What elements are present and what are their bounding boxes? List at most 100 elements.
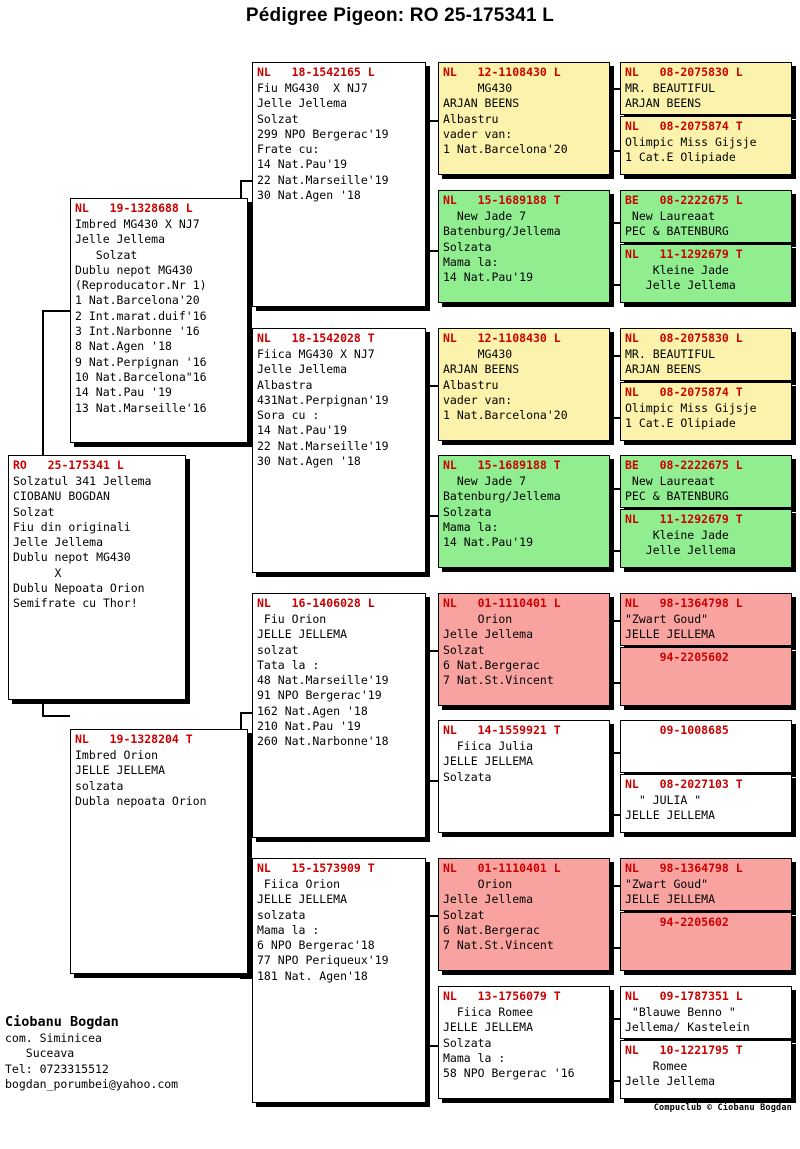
card-line: JELLE JELLEMA	[443, 754, 534, 769]
card-lines: Olimpic Miss Gijsje 1 Cat.E Olipiade	[621, 135, 791, 166]
card-lines: New Laureaat PEC & BATENBURG	[621, 474, 791, 505]
card-gen4-9[interactable]: NL 98-1364798 L "Zwart Goud" JELLE JELLEM…	[620, 593, 792, 646]
card-line: Fiica MG430 X NJ7	[257, 347, 375, 361]
card-line: New Laureaat	[625, 209, 716, 223]
card-lines: New Laureaat PEC & BATENBURG	[621, 209, 791, 240]
card-ring: NL 98-1364798 L	[625, 861, 743, 875]
card-line: Batenburg/Jellema	[443, 224, 561, 239]
card-lines: "Blauwe Benno " Jellema/ Kastelein	[621, 1005, 791, 1036]
card-line: 431Nat.Perpignan'19	[257, 392, 389, 407]
card-gen1-dam[interactable]: NL 19-1328204 T Imbred Orion JELLE JELLEM…	[70, 729, 248, 974]
connector-gen2a-top	[428, 120, 438, 122]
card-gen2-1[interactable]: NL 18-1542165 L Fiu MG430 X NJ7 Jelle Jel…	[252, 62, 426, 307]
card-gen4-15[interactable]: NL 09-1787351 L "Blauwe Benno " Jellema/ …	[620, 986, 792, 1039]
card-line: Solzat	[257, 111, 299, 126]
card-line: 6 Nat.Bergerac	[443, 657, 540, 672]
card-line: solzat	[257, 642, 299, 657]
card-gen4-11[interactable]: 09-1008685	[620, 720, 792, 773]
card-line: Jelle Jellema	[257, 362, 348, 377]
card-line: Solzat	[13, 504, 55, 519]
card-line: Albastra	[257, 377, 313, 392]
card-gen4-13[interactable]: NL 98-1364798 L "Zwart Goud" JELLE JELLEM…	[620, 858, 792, 911]
connector-gen3-6-bottom	[612, 814, 620, 816]
card-line: 6 NPO Bergerac'18	[257, 938, 375, 953]
card-gen3-7[interactable]: NL 01-1110401 L Orion Jelle Jellema Solzat…	[438, 858, 610, 971]
card-line: Albastru	[443, 377, 499, 392]
card-line: PEC & BATENBURG	[625, 489, 729, 504]
card-line: 1 Nat.Barcelona'20	[443, 408, 568, 423]
card-subject[interactable]: RO 25-175341 L Solzatul 341 Jellema CIOBA…	[8, 455, 186, 700]
card-gen4-5[interactable]: NL 08-2075830 L MR. BEAUTIFUL ARJAN BEENS	[620, 328, 792, 381]
card-gen3-1[interactable]: NL 12-1108430 L MG430 ARJAN BEENS Albastru…	[438, 62, 610, 175]
card-line: Batenburg/Jellema	[443, 489, 561, 504]
card-line: 14 Nat.Pau '19	[75, 385, 172, 400]
connector-gen2b-to-gen3	[428, 385, 430, 515]
card-line: Fiica Romee	[443, 1005, 534, 1019]
card-gen4-2[interactable]: NL 08-2075874 T Olimpic Miss Gijsje 1 Cat…	[620, 116, 792, 175]
card-line: JELLE JELLEMA	[75, 763, 166, 778]
card-line: vader van:	[443, 392, 513, 407]
card-line: Jelle Jellema	[625, 1074, 716, 1089]
card-gen2-2[interactable]: NL 18-1542028 T Fiica MG430 X NJ7 Jelle J…	[252, 328, 426, 573]
card-line: Solzatul 341 Jellema	[13, 474, 152, 488]
card-ring: 09-1008685	[625, 723, 729, 737]
card-gen4-8[interactable]: NL 11-1292679 T Kleine Jade Jelle Jellem…	[620, 509, 792, 568]
card-line: Olimpic Miss Gijsje	[625, 135, 757, 149]
card-line: Solzata	[443, 769, 492, 784]
card-line: Fiu din originali	[13, 519, 131, 534]
card-ring: NL 08-2075830 L	[625, 65, 743, 79]
card-ring: NL 19-1328204 T	[75, 732, 193, 746]
card-ring: NL 08-2075874 T	[625, 385, 743, 399]
card-ring: NL 01-1110401 L	[443, 861, 561, 875]
card-gen3-4[interactable]: NL 15-1689188 T New Jade 7 Batenburg/Jell…	[438, 455, 610, 568]
card-ring: NL 08-2027103 T	[625, 777, 743, 791]
card-line: 162 Nat.Agen '18	[257, 703, 368, 718]
card-gen4-10[interactable]: 94-2205602	[620, 647, 792, 706]
card-gen4-1[interactable]: NL 08-2075830 L MR. BEAUTIFUL ARJAN BEENS	[620, 62, 792, 115]
connector-gen3-1-bottom	[612, 150, 620, 152]
card-gen4-12[interactable]: NL 08-2027103 T " JULIA " JELLE JELLEMA	[620, 774, 792, 833]
card-line: CIOBANU BOGDAN	[13, 489, 110, 504]
card-gen4-4[interactable]: NL 11-1292679 T Kleine Jade Jelle Jellem…	[620, 244, 792, 303]
connector-gen3-5-bottom	[612, 682, 620, 684]
card-ring: NL 08-2075830 L	[625, 331, 743, 345]
card-line: "Zwart Goud"	[625, 877, 709, 891]
card-lines: Fiica Julia JELLE JELLEMA Solzata	[439, 739, 609, 785]
connector-gen2c-to-gen3	[428, 650, 430, 780]
card-gen4-14[interactable]: 94-2205602	[620, 912, 792, 971]
card-line: 1 Nat.Barcelona'20	[443, 142, 568, 157]
card-gen3-5[interactable]: NL 01-1110401 L Orion Jelle Jellema Solzat…	[438, 593, 610, 706]
page-title: Pédigree Pigeon: RO 25-175341 L	[245, 5, 555, 26]
card-line: JELLE JELLEMA	[257, 627, 348, 642]
card-gen3-8[interactable]: NL 13-1756079 T Fiica Romee JELLE JELLEMA…	[438, 986, 610, 1099]
card-lines: " JULIA " JELLE JELLEMA	[621, 793, 791, 824]
card-gen3-3[interactable]: NL 12-1108430 L MG430 ARJAN BEENS Albastru…	[438, 328, 610, 441]
card-gen4-3[interactable]: BE 08-2222675 L New Laureaat PEC & BATENB…	[620, 190, 792, 243]
connector-gen3-1-to-gen4	[612, 88, 614, 150]
card-gen3-2[interactable]: NL 15-1689188 T New Jade 7 Batenburg/Jell…	[438, 190, 610, 303]
card-line: Fiu Orion	[257, 612, 327, 626]
card-line: Fiu MG430 X NJ7	[257, 81, 368, 95]
card-gen2-3[interactable]: NL 16-1406028 L Fiu Orion JELLE JELLEMA so…	[252, 593, 426, 838]
card-line: 1 Nat.Barcelona'20	[75, 293, 200, 308]
connector-gen1a-top	[240, 180, 252, 182]
card-line: Fiica Julia	[443, 739, 534, 753]
card-gen1-sire[interactable]: NL 19-1328688 L Imbred MG430 X NJ7 Jelle …	[70, 198, 248, 443]
card-line: Romee	[625, 1059, 688, 1073]
card-line: Jellema/ Kastelein	[625, 1020, 750, 1035]
footer-credit: Compuclub © Ciobanu Bogdan	[653, 1103, 792, 1113]
card-gen2-4[interactable]: NL 15-1573909 T Fiica Orion JELLE JELLEMA…	[252, 858, 426, 1103]
card-gen4-7[interactable]: BE 08-2222675 L New Laureaat PEC & BATENB…	[620, 455, 792, 508]
card-gen3-6[interactable]: NL 14-1559921 T Fiica Julia JELLE JELLEMA…	[438, 720, 610, 833]
card-ring: NL 11-1292679 T	[625, 512, 743, 526]
card-line: 3 Int.Narbonne '16	[75, 324, 200, 339]
card-gen4-16[interactable]: NL 10-1221795 T Romee Jelle Jellema	[620, 1040, 792, 1099]
card-line: Frate cu:	[257, 142, 320, 157]
card-gen4-6[interactable]: NL 08-2075874 T Olimpic Miss Gijsje 1 Cat…	[620, 382, 792, 441]
connector-gen3-2-bottom	[612, 284, 620, 286]
connector-gen3-3-bottom	[612, 417, 620, 419]
card-line: Jelle Jellema	[13, 535, 104, 550]
card-line: 10 Nat.Barcelona"16	[75, 369, 207, 384]
card-lines: Fiu MG430 X NJ7 Jelle Jellema Solzat 299 NP…	[253, 81, 425, 203]
connector-gen2d-bottom	[428, 1045, 438, 1047]
